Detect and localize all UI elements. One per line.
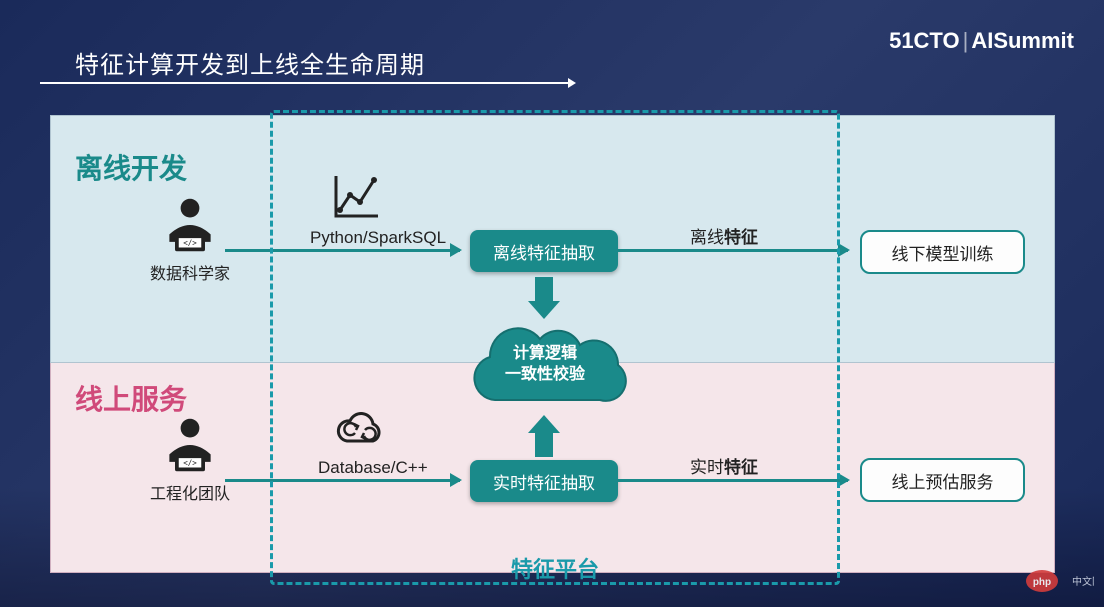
arrow-realtime-right (618, 479, 848, 482)
persona-engineering-team: </> 工程化团队 (150, 415, 230, 504)
cloud-text: 计算逻辑 一致性校验 (450, 315, 640, 415)
realtime-extract-box: 实时特征抽取 (470, 460, 618, 502)
title-underline (40, 82, 570, 84)
persona-data-scientist: </> 数据科学家 (150, 195, 230, 284)
cloud-sync-icon (333, 408, 387, 457)
persona-top-label: 数据科学家 (150, 260, 230, 284)
edge-offline-bold: 特征 (724, 228, 758, 247)
svg-text:中文网: 中文网 (1072, 575, 1094, 588)
brand-right: AISummit (971, 28, 1074, 53)
edge-label-offline: 离线特征 (690, 223, 758, 248)
svg-text:</>: </> (183, 459, 197, 468)
offline-extract-box: 离线特征抽取 (470, 230, 618, 272)
page-title-wrap: 特征计算开发到上线全生命周期 (75, 45, 425, 80)
arrow-realtime-left (225, 479, 460, 482)
watermark-logo: php 中文网 (1024, 568, 1094, 599)
brand-left: 51CTO (889, 28, 960, 53)
brand-divider: | (960, 28, 972, 53)
edge-realtime-bold: 特征 (724, 458, 758, 477)
cloud-line1: 计算逻辑 (513, 344, 577, 365)
arrow-offline-left (225, 249, 460, 252)
engineering-team-icon: </> (160, 415, 220, 475)
chart-icon (330, 170, 382, 227)
edge-realtime-plain: 实时 (690, 458, 724, 477)
online-section-label: 线上服务 (75, 378, 187, 418)
brand-block: 51CTO|AISummit (889, 28, 1074, 54)
arrow-up-icon (528, 415, 560, 457)
arrow-down-icon (528, 277, 560, 319)
result-offline-box: 线下模型训练 (860, 230, 1025, 274)
cloud-line2: 一致性校验 (505, 365, 585, 386)
tech-label-bottom: Database/C++ (318, 458, 428, 478)
title-arrow-icon (568, 78, 576, 88)
tech-label-top: Python/SparkSQL (310, 228, 446, 248)
edge-offline-plain: 离线 (690, 228, 724, 247)
result-online-box: 线上预估服务 (860, 458, 1025, 502)
data-scientist-icon: </> (160, 195, 220, 255)
edge-label-realtime: 实时特征 (690, 453, 758, 478)
persona-bottom-label: 工程化团队 (150, 480, 230, 504)
validation-cloud: 计算逻辑 一致性校验 (450, 315, 640, 415)
svg-text:</>: </> (183, 239, 197, 248)
svg-text:php: php (1033, 577, 1051, 588)
page-title: 特征计算开发到上线全生命周期 (75, 45, 425, 80)
arrow-offline-right (618, 249, 848, 252)
diagram-area: 离线开发 线上服务 </> 数据科学家 </> 工程化团队 (50, 115, 1055, 590)
offline-section-label: 离线开发 (75, 147, 187, 187)
